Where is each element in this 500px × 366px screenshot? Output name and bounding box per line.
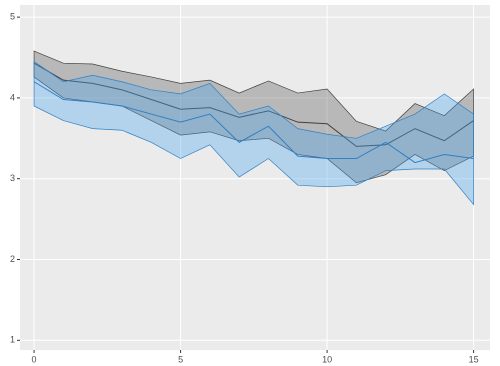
ribbon bbox=[33, 60, 474, 206]
x-tick-label: 5 bbox=[178, 354, 183, 364]
y-tick-label: 3 bbox=[10, 173, 15, 183]
y-tick-label: 1 bbox=[10, 335, 15, 345]
line bbox=[33, 81, 474, 164]
panel bbox=[20, 5, 490, 350]
y-tick-label: 2 bbox=[10, 254, 15, 264]
x-tick-label: 10 bbox=[322, 354, 332, 364]
y-tick-label: 4 bbox=[10, 92, 15, 102]
y-tick-label: 5 bbox=[10, 11, 15, 21]
line bbox=[33, 62, 474, 147]
x-tick-label: 0 bbox=[32, 354, 37, 364]
x-tick-label: 15 bbox=[469, 354, 479, 364]
